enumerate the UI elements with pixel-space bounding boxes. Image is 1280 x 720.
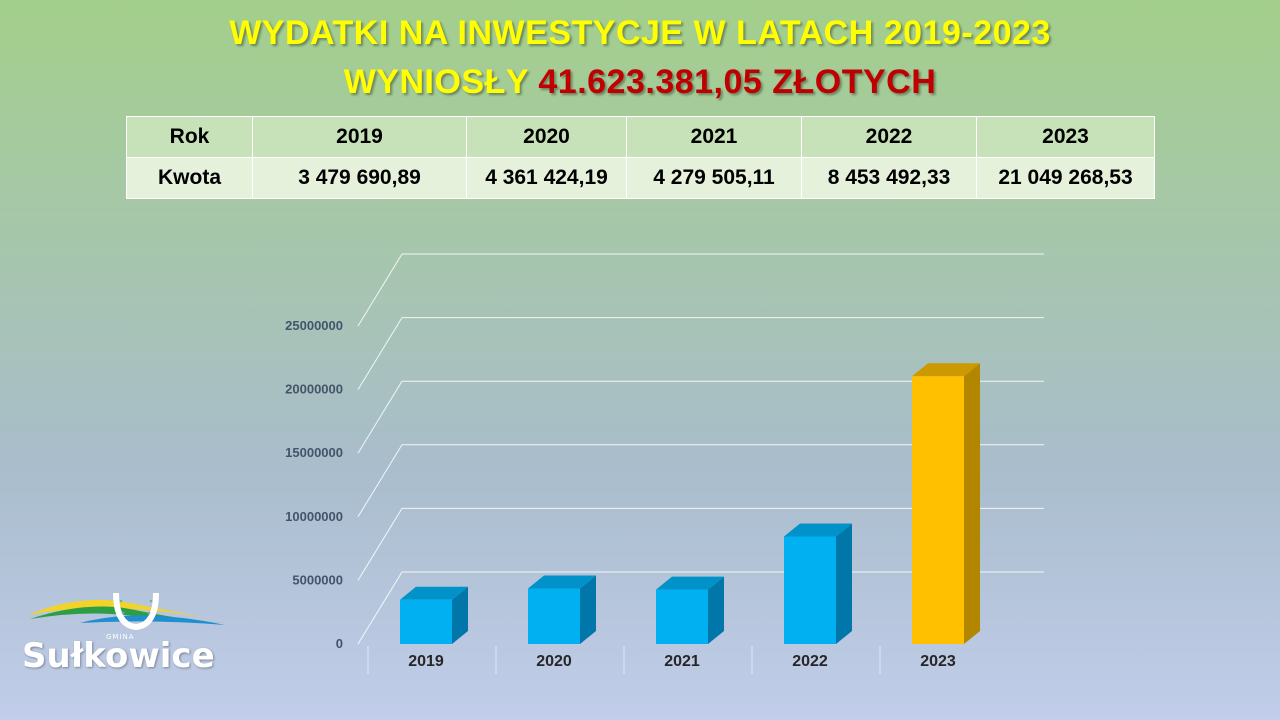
bar xyxy=(400,599,452,644)
table-amount-cell: 3 479 690,89 xyxy=(252,157,467,199)
y-tick-label: 25000000 xyxy=(285,318,343,333)
x-tick-label: 2020 xyxy=(536,653,572,670)
title-amount: 41.623.381,05 ZŁOTYCH xyxy=(538,63,937,101)
bar-side xyxy=(964,363,980,644)
table-amount-cell: 8 453 492,33 xyxy=(801,157,977,199)
bar xyxy=(656,589,708,644)
bar xyxy=(528,588,580,644)
x-tick-label: 2022 xyxy=(792,653,828,670)
title-prefix: WYNIOSŁY xyxy=(343,63,539,101)
y-tick-label: 20000000 xyxy=(285,382,343,397)
table-row-years: Rok 2019 2020 2021 2022 2023 xyxy=(126,116,1155,158)
bar-top xyxy=(784,523,852,537)
table-amount-cell: 4 279 505,11 xyxy=(626,157,802,199)
table-amount-cell: 21 049 268,53 xyxy=(976,157,1155,199)
gridline-slant xyxy=(357,571,403,645)
sulkowice-logo-icon xyxy=(28,592,225,631)
y-tick-label: 0 xyxy=(336,636,343,651)
title-line-1: WYDATKI NA INWESTYCJE W LATACH 2019-2023 xyxy=(229,14,1051,52)
logo-text: Sułkowice xyxy=(22,636,215,676)
table-amount-cell: 4 361 424,19 xyxy=(466,157,627,199)
x-tick-label: 2019 xyxy=(408,653,444,670)
title-line-2: WYNIOSŁY 41.623.381,05 ZŁOTYCH xyxy=(0,63,1280,102)
gridline-slant xyxy=(357,508,403,581)
bar-top xyxy=(912,363,980,377)
bar xyxy=(912,376,964,644)
gridline-slant xyxy=(357,317,403,390)
bar-side xyxy=(708,576,724,644)
table-year-cell: 2023 xyxy=(976,116,1155,158)
gridline-slant xyxy=(357,444,403,518)
bar xyxy=(784,536,836,644)
logo-small-text: GMINA xyxy=(106,633,135,641)
y-tick-label: 10000000 xyxy=(285,509,343,524)
bar-top xyxy=(400,586,468,600)
bar-side xyxy=(580,575,596,644)
table-year-cell: 2020 xyxy=(466,116,627,158)
table-year-cell: 2021 xyxy=(626,116,802,158)
bar-top xyxy=(528,575,596,589)
bar-side xyxy=(836,523,852,644)
x-tick-label: 2021 xyxy=(664,653,700,670)
x-tick-label: 2023 xyxy=(920,653,956,670)
expenditure-table: Rok 2019 2020 2021 2022 2023 Kwota 3 479… xyxy=(126,116,1155,199)
gridline-slant xyxy=(357,380,403,454)
table-year-cell: 2022 xyxy=(801,116,977,158)
y-tick-label: 15000000 xyxy=(285,445,343,460)
bar-side xyxy=(452,586,468,644)
gridline-slant xyxy=(357,253,403,327)
bar-top xyxy=(656,576,724,590)
table-row-amounts: Kwota 3 479 690,89 4 361 424,19 4 279 50… xyxy=(126,157,1155,199)
y-tick-label: 5000000 xyxy=(292,572,343,587)
table-header-kwota: Kwota xyxy=(126,157,253,199)
